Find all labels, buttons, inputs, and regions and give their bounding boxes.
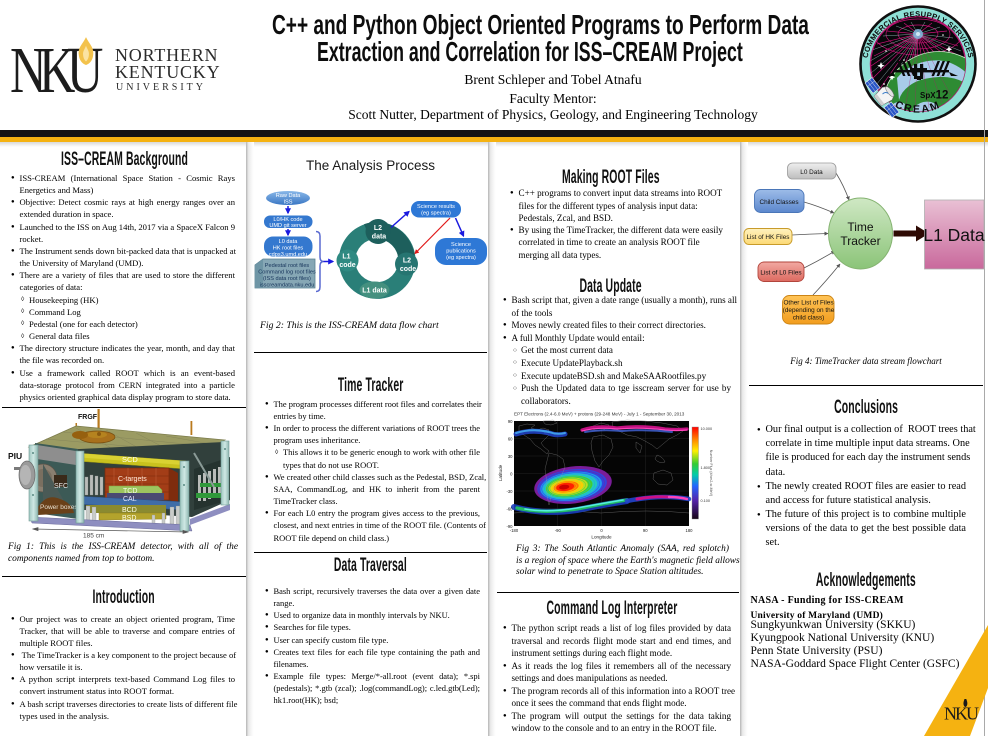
svg-text:C-targets: C-targets <box>118 476 147 483</box>
svg-text:90: 90 <box>508 419 513 424</box>
svg-text:L1: L1 <box>342 254 350 261</box>
svg-text:isscreamdata.nku.edu: isscreamdata.nku.edu <box>260 283 315 289</box>
svg-text:data: data <box>372 234 387 241</box>
svg-text:child class): child class) <box>793 315 825 322</box>
svg-text:UMD git server: UMD git server <box>269 223 306 229</box>
svg-text:10.000: 10.000 <box>701 427 713 431</box>
svg-text:-180: -180 <box>510 528 519 533</box>
svg-text:90: 90 <box>643 528 648 533</box>
svg-text:ISS: ISS <box>283 200 292 206</box>
svg-text:L1 Data: L1 Data <box>923 225 985 245</box>
svg-text:(eg spectra): (eg spectra) <box>421 211 451 217</box>
svg-text:-90: -90 <box>555 528 562 533</box>
svg-text:L0/HK code: L0/HK code <box>273 217 302 223</box>
svg-text:(depending on the: (depending on the <box>783 307 835 314</box>
svg-text:0: 0 <box>600 528 603 533</box>
svg-text:Other List of Files: Other List of Files <box>783 300 833 307</box>
svg-text:60: 60 <box>508 436 513 441</box>
svg-text:PIU: PIU <box>8 451 22 461</box>
svg-text:SpX12: SpX12 <box>920 90 948 102</box>
svg-text:185 cm: 185 cm <box>83 533 104 540</box>
svg-text:TCD: TCD <box>123 488 137 495</box>
svg-text:180: 180 <box>686 528 694 533</box>
svg-text:SCD: SCD <box>122 455 138 464</box>
svg-text:publications: publications <box>446 249 476 255</box>
svg-text:Latitude: Latitude <box>498 464 503 481</box>
svg-text:FRGF: FRGF <box>78 414 98 421</box>
svg-text:Time: Time <box>847 220 874 234</box>
svg-text:0: 0 <box>510 471 513 476</box>
svg-text:Number Flux (#/cm2-sr-MeV): Number Flux (#/cm2-sr-MeV) <box>709 450 713 497</box>
svg-text:Pedestal root files: Pedestal root files <box>265 263 310 269</box>
svg-text:List of L0 Files: List of L0 Files <box>760 270 801 277</box>
svg-text:Child Classes: Child Classes <box>759 199 798 206</box>
svg-text:L1 data: L1 data <box>362 288 387 295</box>
svg-text:30: 30 <box>508 454 513 459</box>
svg-text:HK root files: HK root files <box>273 246 304 252</box>
svg-text:Tracker: Tracker <box>840 234 880 248</box>
svg-text:BSD: BSD <box>122 515 136 522</box>
svg-text:CAL: CAL <box>123 496 137 503</box>
svg-text:-30: -30 <box>506 489 513 494</box>
svg-text:(ISS data root files): (ISS data root files) <box>263 276 311 282</box>
svg-text:List of HK Files: List of HK Files <box>747 234 790 241</box>
svg-text:L0 Data: L0 Data <box>800 169 823 176</box>
svg-text:Power boxes: Power boxes <box>40 504 78 511</box>
svg-text:1.800: 1.800 <box>701 466 711 470</box>
svg-text:Command log root files: Command log root files <box>258 270 316 276</box>
svg-text:CREAM: CREAM <box>893 99 942 116</box>
svg-text:L0 data: L0 data <box>279 239 299 245</box>
svg-text:NKU: NKU <box>944 704 979 724</box>
svg-text:0.100: 0.100 <box>701 499 711 503</box>
svg-text:L2: L2 <box>403 258 411 265</box>
svg-text:BCD: BCD <box>122 507 137 514</box>
svg-text:Science results: Science results <box>417 204 455 210</box>
svg-text:Longitude: Longitude <box>591 535 612 540</box>
svg-text:-60: -60 <box>506 506 513 511</box>
svg-text:(eg spectra): (eg spectra) <box>446 255 476 261</box>
svg-text:cdps3.umd.edu: cdps3.umd.edu <box>269 252 307 258</box>
svg-text:Raw Data: Raw Data <box>276 193 301 199</box>
svg-text:EPT Electrons (2.4-6.0 MeV) +: EPT Electrons (2.4-6.0 MeV) + protons (2… <box>514 412 685 417</box>
svg-text:SFC: SFC <box>54 483 68 490</box>
svg-text:-90: -90 <box>506 524 513 529</box>
svg-text:Science: Science <box>451 242 471 248</box>
svg-text:code: code <box>400 266 416 273</box>
svg-text:code: code <box>339 262 355 269</box>
svg-text:L2: L2 <box>374 225 382 232</box>
